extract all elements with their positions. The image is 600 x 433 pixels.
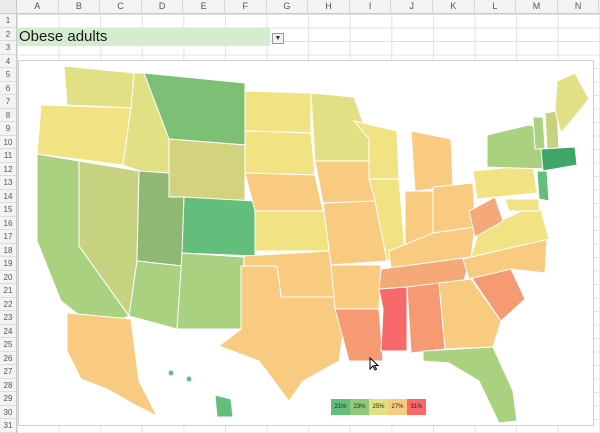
state-nebraska[interactable] [244,172,324,212]
column-header-b[interactable]: B [59,0,101,13]
state-louisiana[interactable] [334,308,384,362]
row-header-5[interactable]: 5 [0,68,16,82]
row-header-14[interactable]: 14 [0,190,16,203]
row-header-11[interactable]: 11 [0,149,16,163]
row-header-30[interactable]: 30 [0,406,16,419]
column-header-l[interactable]: L [475,0,517,13]
legend-swatch-3: 25% [369,399,388,415]
hawaii-island-small [167,369,175,377]
row-header-27[interactable]: 27 [0,365,16,379]
row-header-24[interactable]: 24 [0,325,16,338]
row-header-22[interactable]: 22 [0,298,16,311]
state-south-dakota[interactable] [244,130,316,176]
column-header-a[interactable]: A [17,0,59,13]
us-map-svg [36,65,590,424]
row-header-4[interactable]: 4 [0,55,16,68]
row-header-19[interactable]: 19 [0,257,16,271]
select-all-corner[interactable] [0,0,17,13]
row-header-2[interactable]: 2 [0,28,16,41]
row-header-3[interactable]: 3 [0,41,16,55]
state-arkansas[interactable] [330,264,382,310]
legend-label-4: 27% [391,404,404,410]
state-washington[interactable] [63,65,135,109]
state-west-virginia[interactable] [468,196,504,238]
column-header-c[interactable]: C [100,0,142,13]
state-texas[interactable] [217,265,346,402]
column-header-m[interactable]: M [516,0,558,13]
hawaii-island-medium [185,375,193,383]
state-alaska[interactable] [66,312,159,418]
row-header-16[interactable]: 16 [0,217,16,230]
column-header-g[interactable]: G [267,0,309,13]
legend-swatch-4: 27% [388,399,407,415]
column-header-n[interactable]: N [558,0,600,13]
row-header-15[interactable]: 15 [0,203,16,217]
row-header-8[interactable]: 8 [0,109,16,122]
state-vermont[interactable] [532,116,546,150]
state-new-jersey[interactable] [536,170,550,202]
state-alabama[interactable] [406,282,446,354]
legend: 21% 23% 25% 27% 31% [331,399,426,415]
column-header-j[interactable]: J [391,0,433,13]
row-header-12[interactable]: 12 [0,163,16,176]
state-georgia[interactable] [438,278,502,350]
column-header-e[interactable]: E [183,0,225,13]
row-header-6[interactable]: 6 [0,82,16,95]
row-header-29[interactable]: 29 [0,392,16,406]
column-header-f[interactable]: F [225,0,267,13]
row-header-28[interactable]: 28 [0,379,16,392]
row-header-31[interactable]: 31 [0,419,16,433]
row-header-13[interactable]: 13 [0,176,16,190]
row-header-25[interactable]: 25 [0,338,16,352]
state-kentucky[interactable] [388,226,476,270]
state-colorado[interactable] [181,196,256,257]
state-kansas[interactable] [254,210,330,252]
state-massachusetts[interactable] [540,146,578,172]
column-header-h[interactable]: H [308,0,350,13]
row-header-7[interactable]: 7 [0,95,16,109]
state-hawaii[interactable] [214,394,234,418]
row-header-23[interactable]: 23 [0,311,16,325]
state-pennsylvania[interactable] [472,164,538,200]
state-virginia[interactable] [470,202,550,258]
row-header-21[interactable]: 21 [0,284,16,298]
dropdown-arrow-icon[interactable]: ▼ [272,33,284,44]
state-ohio[interactable] [432,182,476,234]
state-florida[interactable] [422,346,518,424]
legend-label-1: 21% [334,404,347,410]
column-header-k[interactable]: K [433,0,475,13]
mouse-cursor-icon [369,357,379,371]
row-header-1[interactable]: 1 [0,14,16,28]
column-header-i[interactable]: I [350,0,392,13]
row-header-9[interactable]: 9 [0,122,16,136]
legend-swatch-2: 23% [350,399,369,415]
title-cell[interactable]: Obese adults [17,28,270,46]
column-header-d[interactable]: D [142,0,184,13]
row-header-bar: 1 2 3 4 5 6 7 8 9 10 11 12 13 14 15 16 17 18 19 20 21 22 23 24 2… [0,14,17,433]
state-north-dakota[interactable] [244,90,312,134]
state-iowa[interactable] [314,160,376,204]
state-maryland[interactable] [504,198,540,212]
legend-swatch-5: 31% [407,399,426,415]
legend-swatch-1: 21% [331,399,350,415]
state-maine[interactable] [554,72,590,135]
state-michigan[interactable] [410,130,454,192]
state-new-mexico[interactable] [176,252,245,330]
legend-label-3: 25% [372,404,385,410]
row-header-18[interactable]: 18 [0,244,16,257]
row-header-17[interactable]: 17 [0,230,16,244]
row-header-20[interactable]: 20 [0,271,16,284]
legend-label-2: 23% [353,404,366,410]
state-wyoming[interactable] [168,138,246,202]
row-header-10[interactable]: 10 [0,136,16,149]
row-header-26[interactable]: 26 [0,352,16,365]
state-mississippi[interactable] [378,286,408,352]
map-chart[interactable] [18,60,594,426]
state-arizona[interactable] [128,260,183,330]
legend-label-5: 31% [410,404,423,410]
